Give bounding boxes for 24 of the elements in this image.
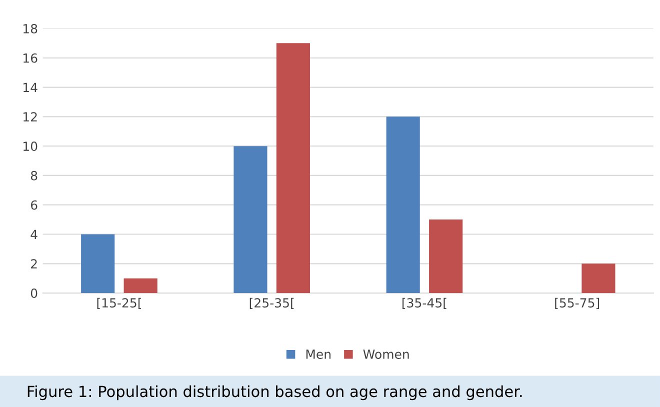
caption: Figure 1: Population distribution based on age range and gender.: [28, 385, 522, 400]
y-tick-label: 2: [31, 259, 37, 268]
y-tick-label: 4: [30, 230, 38, 239]
x-tick-label: [25-35[: [250, 298, 294, 310]
x-tick-label: [35-45[: [402, 298, 446, 310]
legend-label: Women: [363, 350, 409, 359]
y-tick-label: 14: [24, 82, 38, 92]
y-tick-label: 0: [30, 288, 38, 298]
x-tick-label: [55-75]: [555, 298, 600, 310]
bar: [386, 116, 420, 294]
bar: [582, 264, 616, 294]
y-tick-label: 18: [24, 24, 38, 34]
bar: [276, 43, 310, 294]
bar: [429, 220, 463, 294]
bar: [124, 278, 158, 294]
x-tick-label: [15-25[: [97, 298, 142, 310]
y-tick-label: 6: [30, 200, 38, 210]
y-tick-label: 8: [30, 170, 38, 180]
y-tick-label: 16: [24, 53, 38, 63]
y-tick-label: 12: [24, 112, 37, 122]
legend-label: Men: [306, 350, 331, 359]
bar: [234, 146, 268, 294]
y-tick-label: 10: [24, 142, 38, 151]
bar: [81, 234, 115, 294]
